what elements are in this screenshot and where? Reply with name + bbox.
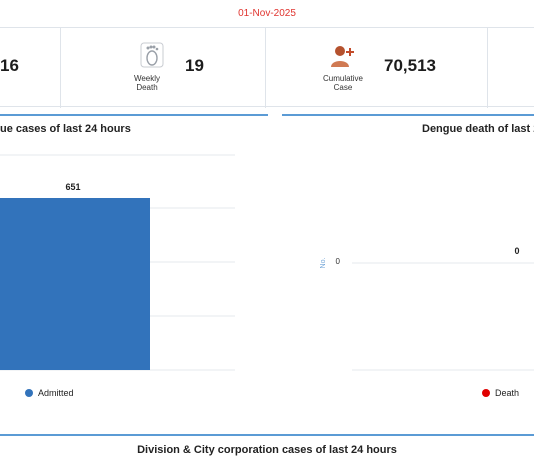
footprint-icon: [140, 42, 164, 68]
stat-label-weekly-death: Weekly Death: [133, 74, 161, 92]
stat-divider: [265, 28, 266, 108]
right-panel-rule: [282, 114, 534, 116]
y-tick-label: 0: [336, 257, 341, 266]
legend-death[interactable]: Death: [482, 388, 519, 398]
report-date: 01-Nov-2025: [238, 8, 296, 19]
right-panel-title: Dengue death of last 2: [422, 123, 534, 135]
bottom-panel-title: Division & City corporation cases of las…: [137, 444, 397, 456]
y-axis-label: No.: [320, 258, 327, 269]
stats-bar: 16 Weekly Death 19 Cumulative Case 70,51…: [0, 27, 534, 108]
data-label-admitted: 651: [65, 182, 80, 192]
stat-divider: [60, 28, 61, 108]
left-panel-title: ue cases of last 24 hours: [0, 123, 131, 135]
stat-value-cumulative-case: 70,513: [384, 56, 436, 75]
bar-admitted: [0, 198, 150, 370]
stat-label-cumulative-case: Cumulative Case: [322, 74, 363, 92]
legend-label-admitted: Admitted: [38, 388, 74, 398]
stat-value-cases: 16: [0, 56, 19, 75]
left-panel-rule: [0, 114, 268, 116]
legend-admitted[interactable]: Admitted: [25, 388, 74, 398]
person-plus-icon: [331, 46, 354, 67]
legend-dot-admitted: [25, 389, 33, 397]
bottom-panel-rule: [0, 434, 534, 436]
stat-divider: [487, 28, 488, 108]
death-chart: No. 0 0: [320, 246, 534, 371]
stat-value-weekly-death: 19: [185, 56, 204, 75]
legend-dot-death: [482, 389, 490, 397]
admitted-chart: 651: [0, 154, 235, 371]
legend-label-death: Death: [495, 388, 520, 398]
data-label-death: 0: [514, 246, 519, 256]
